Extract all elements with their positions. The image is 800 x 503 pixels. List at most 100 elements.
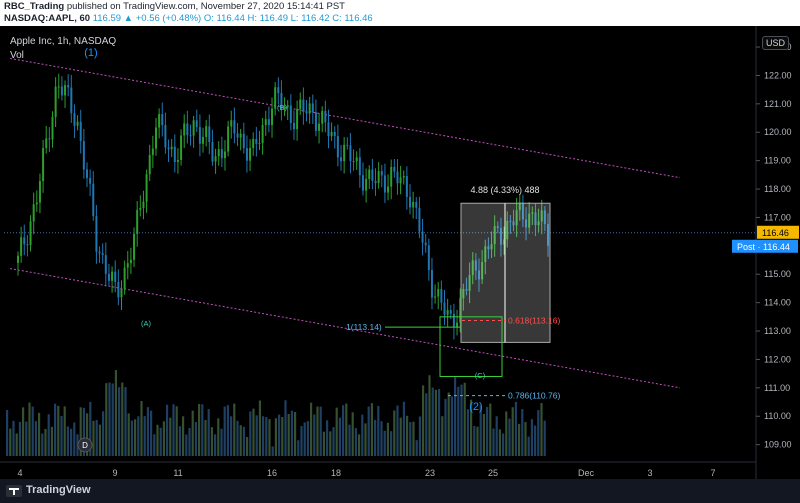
candle-body bbox=[405, 176, 408, 197]
x-tick-label: 7 bbox=[710, 468, 715, 478]
volume-bar bbox=[281, 417, 284, 456]
volume-bar bbox=[508, 418, 511, 456]
volume-bar bbox=[415, 440, 418, 456]
candle-body bbox=[183, 123, 186, 136]
candle-body bbox=[349, 145, 352, 162]
x-tick-label: 4 bbox=[17, 468, 22, 478]
x-tick-label: Dec bbox=[578, 468, 595, 478]
volume-bar bbox=[316, 406, 319, 456]
target-box bbox=[439, 316, 503, 377]
volume-bar bbox=[290, 410, 293, 456]
volume-bar bbox=[268, 419, 271, 456]
candle-body bbox=[101, 253, 104, 256]
candle-body bbox=[42, 147, 45, 182]
volume-bar bbox=[370, 403, 373, 456]
candle-body bbox=[399, 177, 402, 184]
candle-body bbox=[434, 296, 437, 298]
volume-bar bbox=[287, 414, 290, 456]
candle-body bbox=[252, 138, 255, 148]
measure-label: 4.88 (4.33%) 488 bbox=[470, 185, 539, 195]
volume-bar bbox=[418, 416, 421, 456]
candle-body bbox=[274, 87, 277, 109]
volume-bar bbox=[386, 422, 389, 456]
candle-body bbox=[111, 271, 114, 281]
symbol-legend: Apple Inc, 1h, NASDAQ bbox=[10, 36, 117, 47]
volume-bar bbox=[444, 398, 447, 456]
candle-body bbox=[198, 127, 201, 144]
volume-bar bbox=[108, 382, 111, 456]
candle-body bbox=[242, 133, 245, 149]
candle-body bbox=[48, 138, 51, 140]
volume-bar bbox=[342, 405, 345, 456]
volume-bar bbox=[130, 420, 133, 456]
volume-bar bbox=[454, 376, 457, 456]
candle-body bbox=[120, 288, 123, 298]
volume-bar bbox=[9, 428, 12, 456]
volume-bar bbox=[473, 425, 476, 456]
candle-body bbox=[330, 132, 333, 137]
volume-bar bbox=[73, 422, 76, 456]
candle-body bbox=[352, 161, 355, 163]
candle-body bbox=[340, 157, 343, 162]
volume-bar bbox=[511, 407, 514, 456]
volume-bar bbox=[140, 401, 143, 456]
candle-body bbox=[371, 169, 374, 181]
volume-bar bbox=[457, 386, 460, 456]
volume-bar bbox=[82, 407, 85, 456]
candle-body bbox=[64, 85, 67, 96]
candle-body bbox=[57, 86, 60, 88]
candle-body bbox=[462, 289, 465, 299]
candle-body bbox=[202, 136, 205, 144]
volume-bar bbox=[262, 416, 265, 456]
y-tick-label: 121.00 bbox=[764, 99, 792, 109]
candle-body bbox=[427, 245, 430, 270]
volume-bar bbox=[89, 401, 92, 456]
volume-bar bbox=[34, 421, 37, 456]
candle-body bbox=[443, 302, 446, 315]
volume-bar bbox=[441, 416, 444, 456]
footer-brand[interactable]: TradingView bbox=[26, 484, 91, 496]
currency-button[interactable]: USD bbox=[762, 36, 790, 50]
volume-bar bbox=[252, 408, 255, 456]
volume-bar bbox=[255, 415, 258, 456]
post-price-badge bbox=[732, 239, 798, 253]
volume-bar bbox=[22, 407, 25, 456]
volume-bar bbox=[476, 426, 479, 456]
candle-body bbox=[471, 260, 474, 276]
volume-bar bbox=[470, 399, 473, 456]
volume-bar bbox=[249, 411, 252, 456]
candle-body bbox=[324, 110, 327, 123]
volume-bar bbox=[364, 423, 367, 456]
candle-body bbox=[484, 246, 487, 263]
volume-bar bbox=[530, 419, 533, 456]
candle-body bbox=[402, 176, 405, 178]
volume-bar bbox=[178, 426, 181, 456]
candle-body bbox=[377, 171, 380, 184]
volume-bar bbox=[463, 382, 466, 456]
price-chart[interactable]: 123.00122.00121.00120.00119.00118.00117.… bbox=[0, 26, 800, 479]
volume-bar bbox=[332, 427, 335, 456]
candle-body bbox=[117, 281, 120, 298]
volume-bar bbox=[169, 417, 172, 456]
publisher-name[interactable]: RBC_Trading bbox=[4, 1, 65, 12]
volume-bar bbox=[479, 405, 482, 456]
candle-body bbox=[214, 156, 217, 162]
volume-bar bbox=[482, 413, 485, 456]
publish-header: RBC_Trading published on TradingView.com… bbox=[0, 0, 800, 26]
volume-bar bbox=[326, 420, 329, 456]
volume-bar bbox=[86, 413, 89, 456]
candle-body bbox=[17, 255, 19, 263]
candle-body bbox=[45, 138, 48, 148]
candle-body bbox=[424, 242, 427, 246]
volume-bar bbox=[150, 410, 153, 456]
candle-body bbox=[264, 119, 267, 126]
volume-bar bbox=[390, 431, 393, 456]
candle-body bbox=[503, 239, 506, 245]
candle-body bbox=[217, 149, 220, 157]
volume-bar bbox=[450, 396, 453, 456]
chart-area[interactable]: 123.00122.00121.00120.00119.00118.00117.… bbox=[0, 26, 800, 479]
x-tick-label: 11 bbox=[173, 468, 182, 478]
candle-body bbox=[449, 310, 452, 314]
x-tick-label: 25 bbox=[488, 468, 498, 478]
candle-body bbox=[245, 148, 248, 161]
